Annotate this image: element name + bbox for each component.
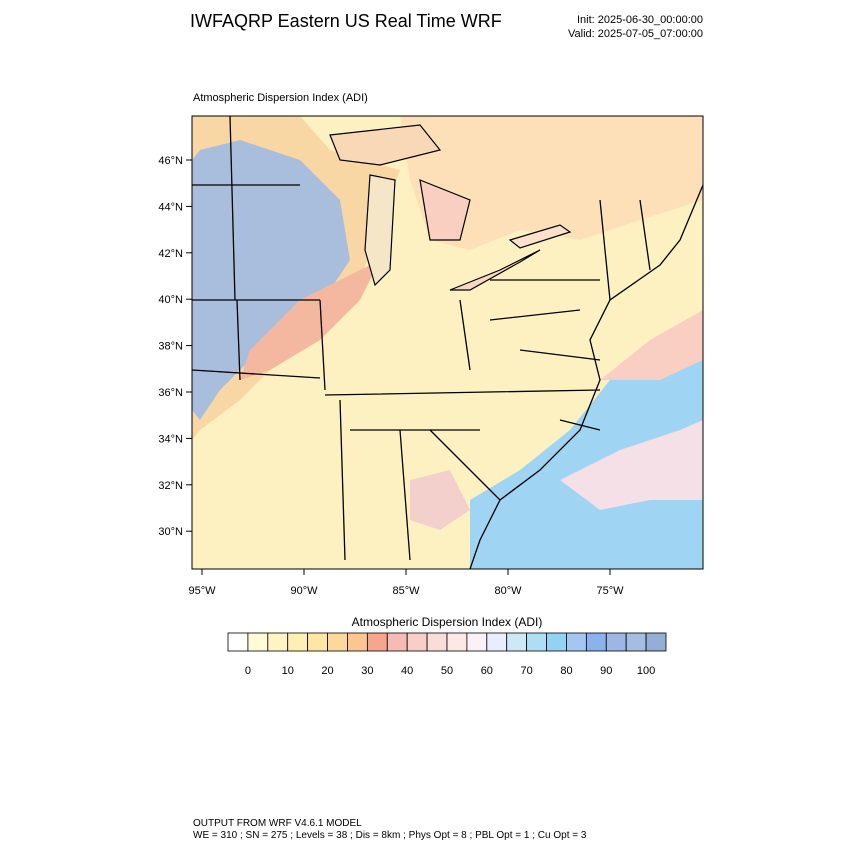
colorbar-box <box>605 632 627 652</box>
map-frame <box>191 115 704 570</box>
colorbar-box <box>386 632 408 652</box>
map-field <box>192 116 703 569</box>
colorbar-box <box>486 632 508 652</box>
lat-label: 42°N <box>158 248 183 260</box>
colorbar-box <box>585 632 607 652</box>
lat-label: 46°N <box>158 155 183 167</box>
lat-label: 34°N <box>158 433 183 445</box>
colorbar-box <box>566 632 587 652</box>
footer-line: WE = 310 ; SN = 275 ; Levels = 38 ; Dis … <box>193 830 587 841</box>
colorbar-label: 0 <box>245 665 251 677</box>
colorbar-box <box>406 632 428 652</box>
lat-label: 40°N <box>158 294 183 306</box>
colorbar-label: 30 <box>361 665 373 677</box>
colorbar-box <box>645 632 667 652</box>
colorbar-box <box>247 632 269 652</box>
colorbar-label: 20 <box>321 665 333 677</box>
lon-label: 85°W <box>392 585 420 597</box>
lat-labels: 46°N 44°N 42°N 40°N 38°N 36°N 34°N 32°N 30°N <box>158 155 192 538</box>
colorbar-box <box>546 632 567 652</box>
lon-label: 80°W <box>494 585 522 597</box>
colorbar-box <box>227 632 249 652</box>
colorbar-label: 80 <box>560 665 572 677</box>
lat-label: 44°N <box>158 201 183 213</box>
colorbar-title: Atmospheric Dispersion Index (ADI) <box>352 615 543 629</box>
colorbar-label: 100 <box>637 665 655 677</box>
lon-labels: 95°W 90°W 85°W 80°W 75°W <box>188 569 624 597</box>
init-time: Init: 2025-06-30_00:00:00 <box>577 14 703 26</box>
footer-line: OUTPUT FROM WRF V4.6.1 MODEL <box>193 818 362 829</box>
lon-label: 75°W <box>596 585 624 597</box>
colorbar-label: 70 <box>521 665 533 677</box>
lat-label: 30°N <box>158 526 183 538</box>
colorbar-box <box>625 632 647 652</box>
colorbar-box <box>366 632 388 652</box>
map-title: Atmospheric Dispersion Index (ADI) <box>193 92 368 104</box>
colorbar-box <box>426 632 448 652</box>
colorbar-label: 40 <box>401 665 413 677</box>
colorbar-box <box>307 632 328 652</box>
main-title: IWFAQRP Eastern US Real Time WRF <box>190 11 502 31</box>
colorbar-box <box>506 632 528 652</box>
lat-label: 32°N <box>158 480 183 492</box>
lon-label: 95°W <box>188 585 216 597</box>
colorbar-box <box>466 632 488 652</box>
colorbar-label: 90 <box>600 665 612 677</box>
colorbar-box <box>327 632 348 652</box>
colorbar-box <box>287 632 309 652</box>
lat-label: 38°N <box>158 341 183 353</box>
colorbar-box <box>267 632 289 652</box>
colorbar-box <box>347 632 368 652</box>
colorbar-label: 10 <box>282 665 294 677</box>
colorbar-label: 50 <box>441 665 453 677</box>
lon-label: 90°W <box>290 585 318 597</box>
colorbar-box <box>526 632 547 652</box>
lat-label: 36°N <box>158 387 183 399</box>
colorbar-label: 60 <box>481 665 493 677</box>
colorbar: 0 10 20 30 40 50 60 70 80 90 100 <box>227 632 667 677</box>
valid-time: Valid: 2025-07-05_07:00:00 <box>568 28 703 40</box>
colorbar-box <box>446 632 468 652</box>
